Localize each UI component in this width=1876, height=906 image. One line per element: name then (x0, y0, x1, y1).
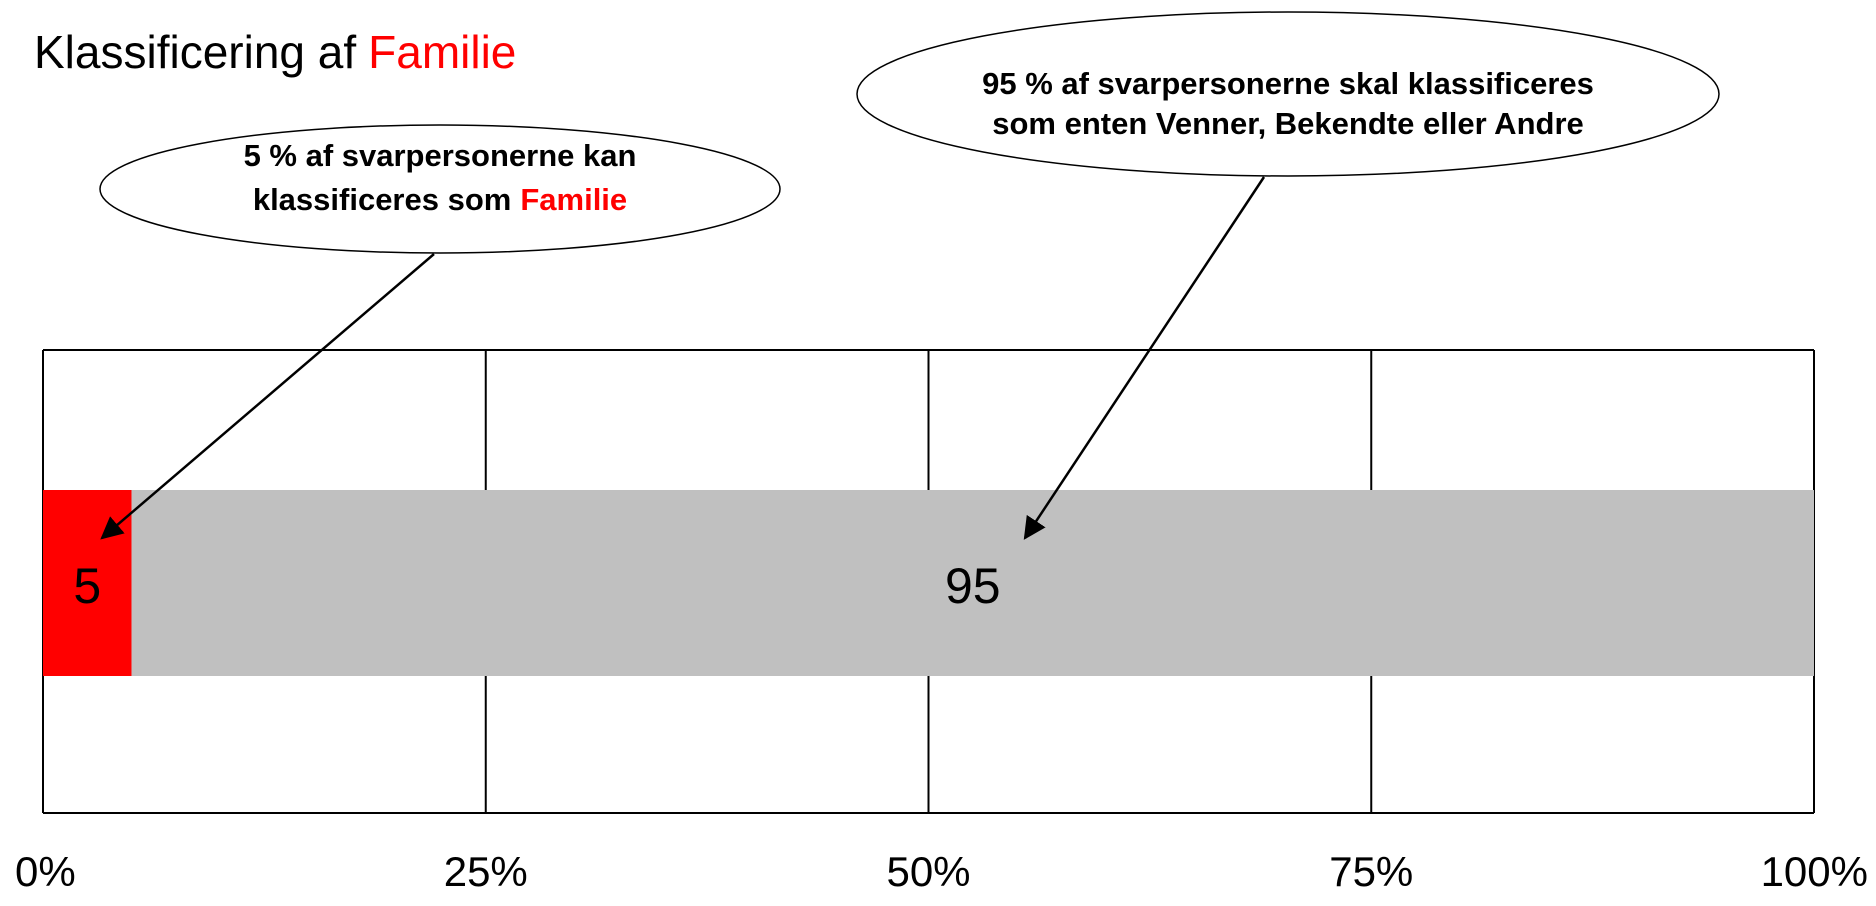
annotation-line: klassificeres som Familie (253, 182, 627, 217)
x-tick-label: 25% (444, 848, 528, 895)
callout-arrow (1023, 176, 1266, 540)
annotation-line: 5 % af svarpersonerne kan (244, 138, 637, 173)
annotation-highlight: Familie (520, 182, 627, 217)
callout-bubble (99, 124, 781, 254)
data-label: 5 (73, 558, 101, 614)
callout-bubble (856, 11, 1720, 177)
x-tick-label: 75% (1329, 848, 1413, 895)
x-tick-label: 100% (1761, 848, 1868, 895)
annotation-text: klassificeres som (253, 182, 512, 217)
data-label: 95 (945, 558, 1001, 614)
bar-segment (131, 490, 1814, 676)
chart-title: Klassificering af Familie (34, 26, 516, 78)
annotation-line: som enten Venner, Bekendte eller Andre (992, 106, 1584, 141)
title-text: Klassificering af (34, 26, 356, 78)
callout-arrow (100, 253, 435, 540)
x-tick-label: 0% (15, 848, 76, 895)
plot-area: 0% 25% 50% 75% 100% 5 95 (15, 349, 1868, 895)
title-highlight: Familie (368, 26, 516, 78)
annotation-line: 95 % af svarpersonerne skal klassificere… (982, 66, 1594, 101)
x-tick-label: 50% (886, 848, 970, 895)
